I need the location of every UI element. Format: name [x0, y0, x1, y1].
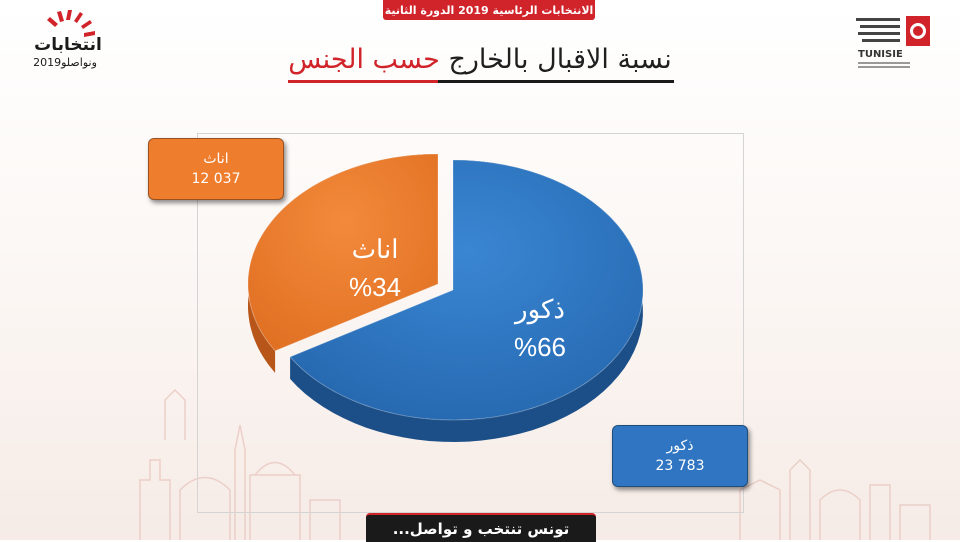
female-callout-value: 12 037 — [191, 171, 241, 187]
logo-word-1: انتخابات — [34, 35, 102, 55]
isie-logo-text: TUNISIE — [858, 49, 903, 60]
slice-female-label: اناث — [352, 234, 399, 264]
slice-female — [247, 153, 439, 352]
female-callout-label: اناث — [203, 150, 229, 167]
elections-2019-logo: انتخابات ونواصلو2019 — [33, 10, 102, 69]
slice-male — [289, 159, 644, 421]
slice-male-label: ذكور — [513, 294, 565, 325]
slice-female-percent: %34 — [349, 272, 401, 302]
male-callout: ذكور 23 783 — [612, 425, 748, 487]
logo-word-2: ونواصلو2019 — [33, 56, 97, 69]
page-title: نسبة الاقبال بالخارج حسب الجنس — [0, 44, 960, 75]
slogan-banner: تونس تنتخب و تواصل... — [366, 513, 596, 542]
title-part-accent: حسب الجنس — [288, 44, 440, 75]
isie-logo: TUNISIE — [856, 16, 930, 68]
male-callout-value: 23 783 — [655, 458, 705, 474]
male-callout-label: ذكور — [666, 437, 694, 454]
title-underline — [288, 80, 674, 83]
female-callout: اناث 12 037 — [148, 138, 284, 200]
tunis-skyline-illustration — [139, 388, 931, 540]
title-underline-accent — [288, 80, 438, 83]
title-part-main: نسبة الاقبال بالخارج — [448, 44, 672, 75]
plot-area-frame — [197, 133, 744, 513]
slice-male-percent: %66 — [514, 332, 566, 362]
election-banner: الانتخابات الرئاسية 2019 الدورة الثانية — [383, 0, 595, 20]
